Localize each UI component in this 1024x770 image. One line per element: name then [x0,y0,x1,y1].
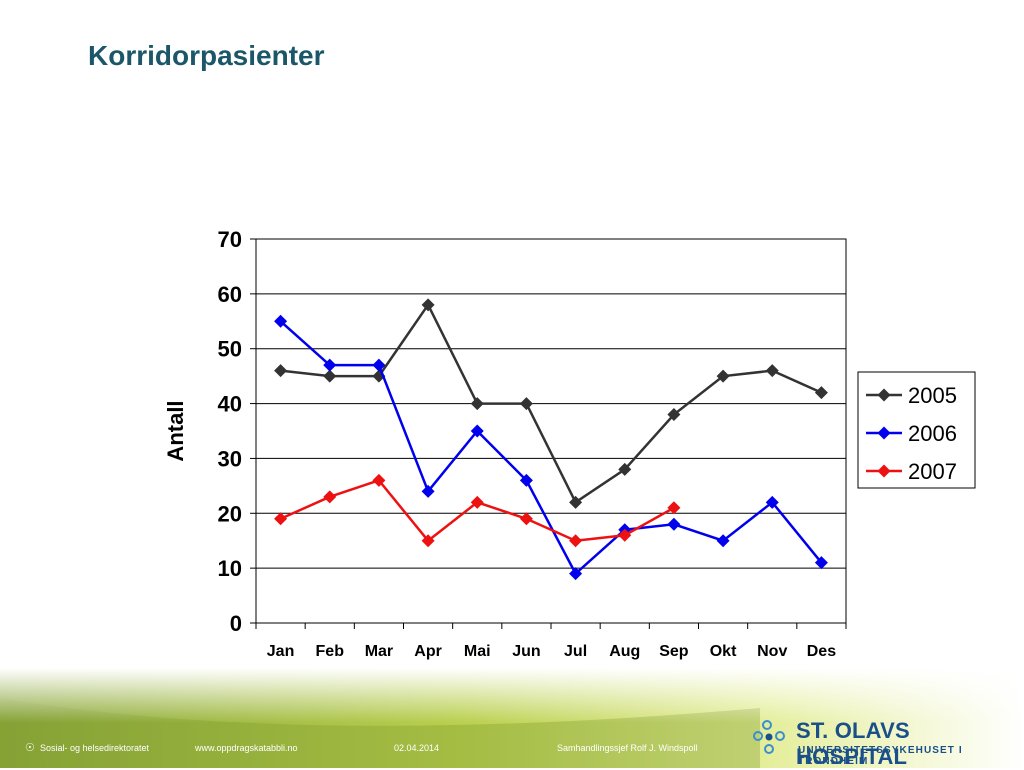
legend-marker [877,426,891,440]
series-2006 [274,314,828,581]
footer-background [0,668,1024,768]
data-point [716,369,730,383]
x-tick-label: Mar [365,643,393,660]
data-point [372,473,386,487]
data-point [618,528,632,542]
footer-org-text: Sosial- og helsedirektoratet [40,743,150,753]
data-point [569,567,583,581]
x-tick-label: Mai [464,643,491,660]
legend-label: 2005 [908,383,957,408]
data-point [323,369,337,383]
data-point [667,408,681,422]
x-tick-label: Jun [512,643,540,660]
x-tick-labels: Jan Feb Mar Apr Mai Jun Jul Aug Sep Okt Nov Des [267,643,836,660]
legend-marker [877,464,891,478]
data-point [274,364,288,378]
data-point [519,512,533,526]
footer-date: 02.04.2014 [394,743,440,753]
y-tick-label: 30 [218,446,242,471]
data-point [814,556,828,570]
legend-label: 2006 [908,421,957,446]
data-point [323,490,337,504]
series-line-2006 [279,320,823,576]
series-line-2007 [280,478,675,543]
data-point [519,473,533,487]
data-point [323,358,337,372]
y-tick-label: 20 [218,501,242,526]
data-point [470,397,484,411]
data-point [667,517,681,531]
x-tick-label: Jul [564,643,587,660]
y-tick-label: 70 [218,227,242,252]
legend-item-2007: 2007 [866,459,957,484]
data-point [618,462,632,476]
hospital-logo-name: ST. OLAVS HOSPITAL [796,718,910,769]
x-tick-label: Des [807,643,836,660]
series-2005 [274,298,828,509]
data-point [421,534,435,548]
y-axis-label: Antall [163,400,188,461]
y-tick-label: 10 [218,556,242,581]
x-tick-label: Feb [316,643,345,660]
footer-presenter: Samhandlingssjef Rolf J. Windspoll [557,743,698,753]
hospital-logo-icon [753,720,785,754]
data-point [421,298,435,312]
y-tick-label: 40 [218,392,242,417]
data-point [569,534,583,548]
legend-item-2006: 2006 [866,421,957,446]
data-point [814,386,828,400]
plot-area [255,238,847,624]
gridlines [250,238,847,629]
legend-box [857,371,976,489]
data-point [519,397,533,411]
y-tick-label: 50 [218,337,242,362]
footer [0,668,1024,768]
series-line-2005 [280,302,822,505]
legend-marker [877,388,891,402]
data-point [470,495,484,509]
legend: 2005 2006 2007 [857,371,976,489]
legend-item-2005: 2005 [866,383,957,408]
y-tick-label: 60 [218,282,242,307]
footer-website-link[interactable]: www.oppdragskatabbli.no [195,743,298,753]
series-2007 [274,473,681,548]
data-point [569,495,583,509]
y-tick-label: 0 [230,611,242,636]
data-point [667,501,681,515]
x-tick-label: Nov [757,643,787,660]
x-tick-label: Okt [710,643,737,660]
data-point [421,484,435,498]
x-tick-label: Sep [659,643,689,660]
data-point [765,364,779,378]
y-tick-labels: 0 10 20 30 40 50 60 70 [218,227,242,636]
data-point [716,534,730,548]
data-point [765,495,779,509]
data-point [470,424,484,438]
line-chart: 0 10 20 30 40 50 60 70 Jan Feb Mar Apr Mai Jun Jul Aug… [163,227,976,660]
series-lines [274,298,828,581]
footer-logo-icon: ☉ [25,742,35,754]
slide-title: Korridorpasienter [88,40,325,71]
x-tick-label: Aug [609,643,640,660]
data-point [274,314,288,328]
hospital-logo-subtitle: UNIVERSITETSSYKEHUSET I TRONDHEIM [798,745,963,767]
x-tick-label: Apr [414,643,442,660]
x-tick-label: Jan [267,643,295,660]
data-point [372,358,386,372]
legend-label: 2007 [908,459,957,484]
data-point [274,512,288,526]
